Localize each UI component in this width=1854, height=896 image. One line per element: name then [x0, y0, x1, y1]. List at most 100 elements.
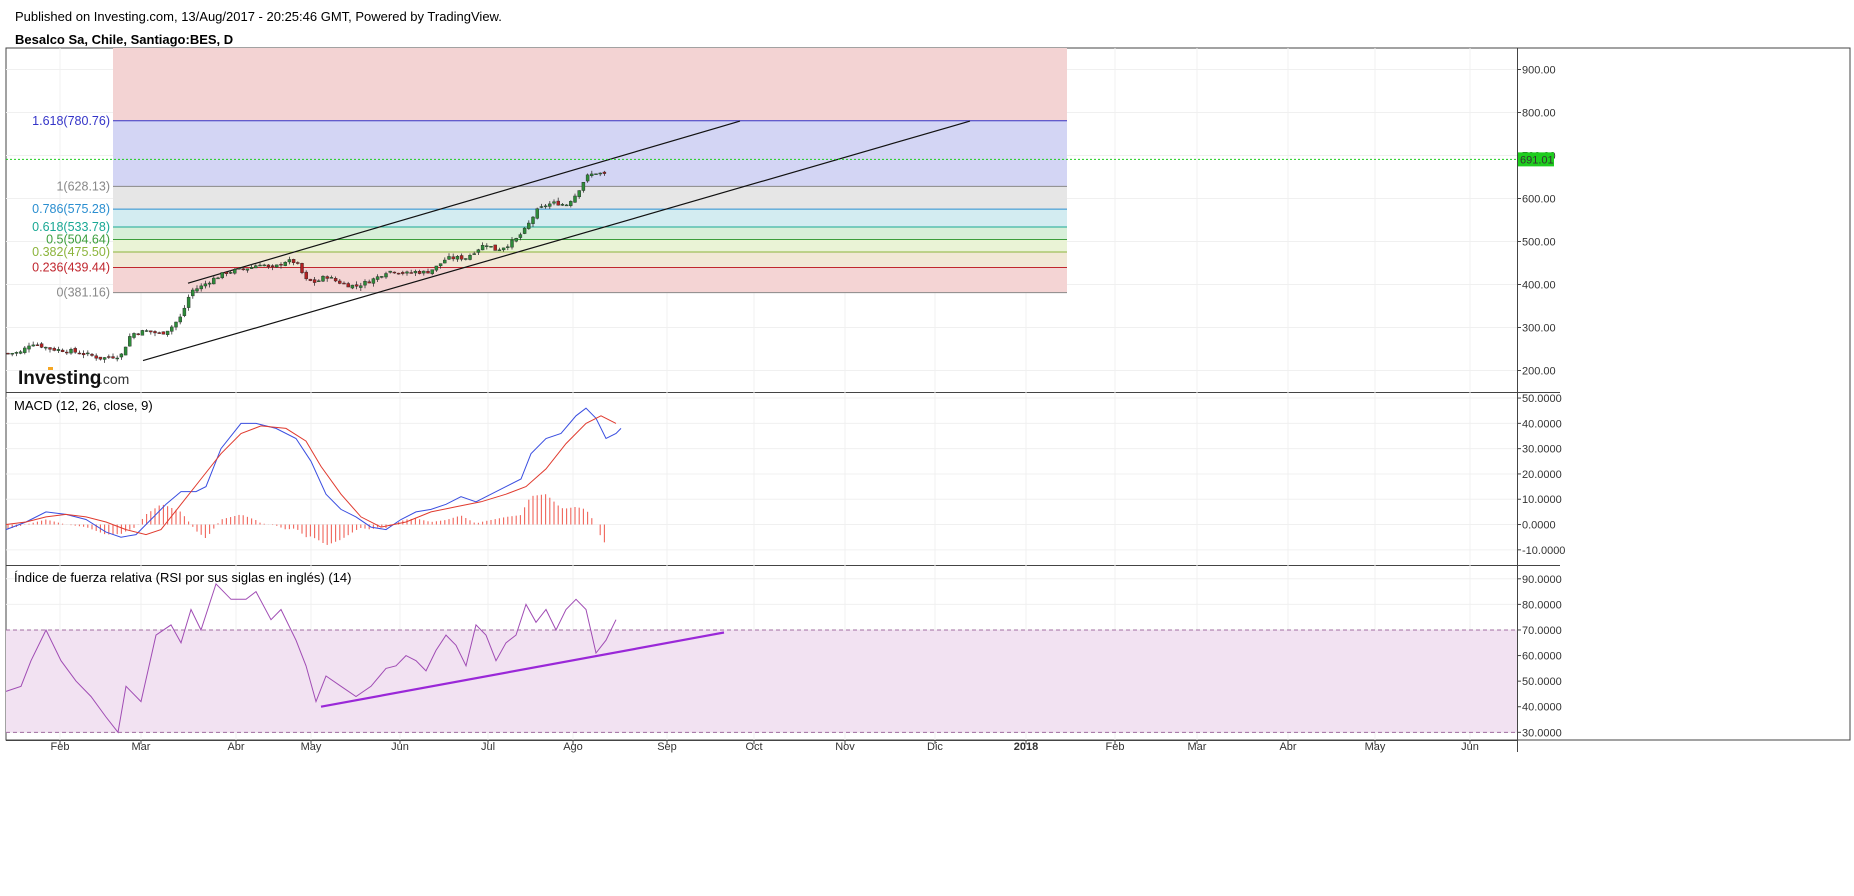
candle-up: [182, 307, 187, 316]
macd-tick-label: 30.0000: [1522, 444, 1562, 456]
candle-up: [375, 276, 380, 280]
candle-up: [102, 357, 107, 360]
candle-up: [443, 259, 447, 264]
month-label: Abr: [1279, 741, 1296, 753]
candle-up: [472, 253, 476, 255]
candle-up: [69, 348, 73, 354]
fib-level-label: 0.236(439.44): [32, 261, 110, 275]
candle-up: [350, 284, 355, 289]
candle-up: [56, 349, 61, 351]
fib-band: [113, 209, 1067, 227]
rsi-title: Índice de fuerza relativa (RSI por sus s…: [14, 570, 351, 585]
candle-down: [396, 272, 401, 275]
rsi-tick-label: 30.0000: [1522, 727, 1562, 739]
candle-up: [405, 271, 409, 274]
candle-down: [149, 330, 153, 333]
fib-band: [113, 226, 1067, 240]
candle-up: [594, 173, 598, 175]
fib-level-label: 0.382(475.50): [32, 245, 110, 259]
candle-down: [224, 271, 229, 274]
candle-up: [216, 277, 220, 280]
candle-up: [321, 275, 325, 282]
candle-up: [191, 289, 195, 297]
candle-down: [342, 282, 346, 285]
candle-up: [245, 268, 250, 271]
candle-up: [464, 258, 468, 260]
candle-up: [590, 173, 594, 176]
candle-up: [329, 277, 334, 279]
fib-level-label: 0.5(504.64): [46, 233, 110, 247]
candle-up: [573, 195, 577, 203]
candle-down: [300, 263, 304, 273]
candle-up: [14, 352, 19, 354]
channel-line: [187, 120, 741, 284]
candle-up: [220, 272, 224, 279]
trend-channel[interactable]: [6, 120, 1517, 362]
candle-up: [384, 273, 388, 278]
price-tick-label: 600.00: [1522, 194, 1556, 206]
fib-level-label: 1(628.13): [56, 179, 110, 193]
candle-up: [18, 351, 23, 354]
month-label: 2018: [1014, 741, 1038, 753]
candle-up: [262, 264, 266, 267]
candle-up: [422, 270, 426, 274]
month-label: Mar: [132, 741, 151, 753]
month-label: Mar: [1188, 741, 1207, 753]
candle-down: [279, 264, 283, 266]
candle-up: [254, 265, 258, 269]
month-label: Feb: [1106, 741, 1125, 753]
candle-up: [132, 333, 136, 338]
candle-down: [367, 281, 371, 284]
candle-down: [94, 355, 98, 359]
price-tick-label: 800.00: [1522, 108, 1556, 120]
candle-up: [489, 246, 493, 248]
candle-down: [39, 343, 44, 348]
candle-down: [291, 259, 296, 263]
candle-up: [10, 352, 14, 355]
candle-up: [497, 249, 502, 252]
fib-band: [113, 120, 1067, 187]
month-label: Dic: [927, 741, 943, 753]
candle-up: [165, 330, 170, 335]
macd-tick-label: 0.0000: [1522, 520, 1556, 532]
last-price-label: 691.01: [1520, 154, 1554, 166]
candle-up: [430, 269, 434, 274]
candle-down: [65, 351, 69, 354]
candle-down: [451, 256, 455, 260]
candle-up: [522, 227, 527, 234]
fib-band: [113, 48, 1067, 121]
candle-up: [86, 352, 90, 355]
price-axis[interactable]: 200.00300.00400.00500.00600.00700.00800.…: [1517, 65, 1565, 740]
candle-down: [459, 255, 464, 260]
symbol-title: Besalco Sa, Chile, Santiago:BES, D: [15, 32, 234, 47]
candle-up: [518, 234, 523, 238]
candle-down: [308, 278, 313, 281]
candle-down: [90, 353, 94, 356]
candle-up: [501, 247, 506, 251]
candle-up: [434, 265, 439, 271]
candle-up: [186, 296, 191, 308]
fib-band: [113, 239, 1067, 253]
candle-down: [270, 265, 275, 268]
candle-up: [455, 256, 460, 260]
candle-down: [602, 171, 607, 174]
candle-up: [258, 264, 262, 267]
candle-down: [157, 332, 161, 334]
rsi-trendline: [320, 631, 725, 708]
time-axis[interactable]: Feb Mar Abr May Jun Jul Ago Sep Oct Nov Dic 2018 Feb…: [6, 740, 1517, 753]
candle-up: [468, 255, 472, 260]
candle-down: [6, 352, 10, 355]
price-tick-label: 500.00: [1522, 237, 1556, 249]
candle-up: [170, 326, 174, 332]
month-label: May: [301, 741, 322, 753]
month-label: Ago: [563, 741, 583, 753]
month-label: Oct: [745, 741, 762, 753]
candle-up: [128, 336, 132, 347]
last-price-badge: [1518, 152, 1554, 167]
candle-down: [48, 347, 52, 350]
price-tick-label: 400.00: [1522, 280, 1556, 292]
candle-up: [552, 201, 556, 204]
fibonacci-retracement[interactable]: 0(381.16) 0.236(439.44) 0.382(475.50)0.5(5…: [32, 48, 1067, 300]
candle-up: [228, 272, 233, 274]
